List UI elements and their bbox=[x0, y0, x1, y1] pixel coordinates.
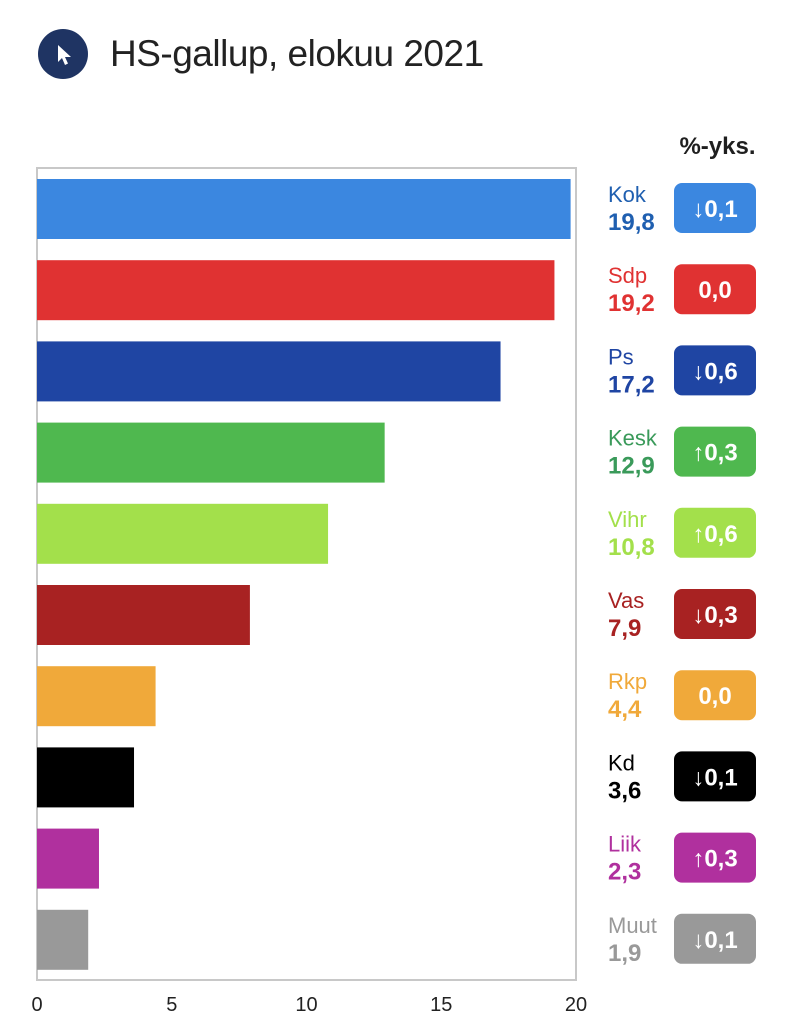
bar bbox=[37, 260, 555, 321]
change-label: 0,0 bbox=[698, 277, 731, 304]
chart-title: HS-gallup, elokuu 2021 bbox=[110, 33, 484, 74]
change-badge bbox=[674, 183, 756, 233]
x-tick-label: 0 bbox=[31, 994, 42, 1016]
chart-header: HS-gallup, elokuu 2021 bbox=[38, 26, 484, 82]
category-label: Vas bbox=[608, 588, 644, 613]
category-label: Kd bbox=[608, 750, 635, 775]
category-label: Liik bbox=[608, 832, 642, 857]
category-label: Sdp bbox=[608, 263, 647, 288]
change-label: ↓0,1 bbox=[692, 196, 737, 223]
change-label: ↓0,6 bbox=[692, 358, 737, 385]
change-badge bbox=[674, 670, 756, 721]
cursor-arrow-icon bbox=[58, 45, 71, 65]
value-label: 1,9 bbox=[608, 940, 641, 967]
x-tick-label: 5 bbox=[166, 994, 177, 1016]
change-column-header: %-yks. bbox=[679, 133, 756, 160]
value-label: 19,2 bbox=[608, 290, 655, 317]
x-tick-label: 20 bbox=[565, 994, 587, 1016]
change-label: ↑0,6 bbox=[692, 521, 737, 548]
bar bbox=[37, 341, 501, 402]
bar bbox=[37, 747, 135, 808]
change-label: ↓0,1 bbox=[692, 764, 737, 791]
bar bbox=[37, 585, 250, 645]
change-badge bbox=[674, 913, 756, 964]
bar bbox=[37, 666, 156, 727]
change-badge bbox=[674, 345, 756, 396]
value-label: 7,9 bbox=[608, 615, 641, 642]
change-badge bbox=[674, 589, 756, 639]
value-label: 17,2 bbox=[608, 371, 655, 398]
category-label: Vihr bbox=[608, 507, 647, 532]
plot-frame bbox=[36, 167, 577, 981]
value-label: 3,6 bbox=[608, 777, 641, 804]
change-badge bbox=[674, 264, 756, 315]
change-badge bbox=[674, 832, 756, 883]
change-badge bbox=[674, 751, 756, 802]
change-label: ↓0,1 bbox=[692, 927, 737, 954]
bar bbox=[37, 909, 89, 970]
x-tick-label: 10 bbox=[295, 994, 317, 1016]
category-label: Rkp bbox=[608, 669, 647, 694]
value-label: 12,9 bbox=[608, 453, 655, 480]
bar bbox=[37, 422, 385, 483]
x-tick-label: 15 bbox=[430, 994, 452, 1016]
logo bbox=[38, 29, 88, 79]
category-label: Muut bbox=[608, 913, 657, 938]
value-label: 10,8 bbox=[608, 534, 655, 561]
change-label: ↑0,3 bbox=[692, 440, 737, 467]
bar bbox=[37, 179, 571, 239]
change-label: ↑0,3 bbox=[692, 846, 737, 873]
category-label: Ps bbox=[608, 344, 634, 369]
change-badge bbox=[674, 426, 756, 477]
value-label: 4,4 bbox=[608, 696, 642, 723]
bar bbox=[37, 503, 329, 564]
change-badge bbox=[674, 507, 756, 558]
value-label: 2,3 bbox=[608, 859, 641, 886]
category-label: Kok bbox=[608, 182, 647, 207]
change-label: 0,0 bbox=[698, 683, 731, 710]
change-label: ↓0,3 bbox=[692, 602, 737, 629]
value-label: 19,8 bbox=[608, 209, 655, 236]
category-label: Kesk bbox=[608, 426, 658, 451]
bar bbox=[37, 828, 99, 889]
